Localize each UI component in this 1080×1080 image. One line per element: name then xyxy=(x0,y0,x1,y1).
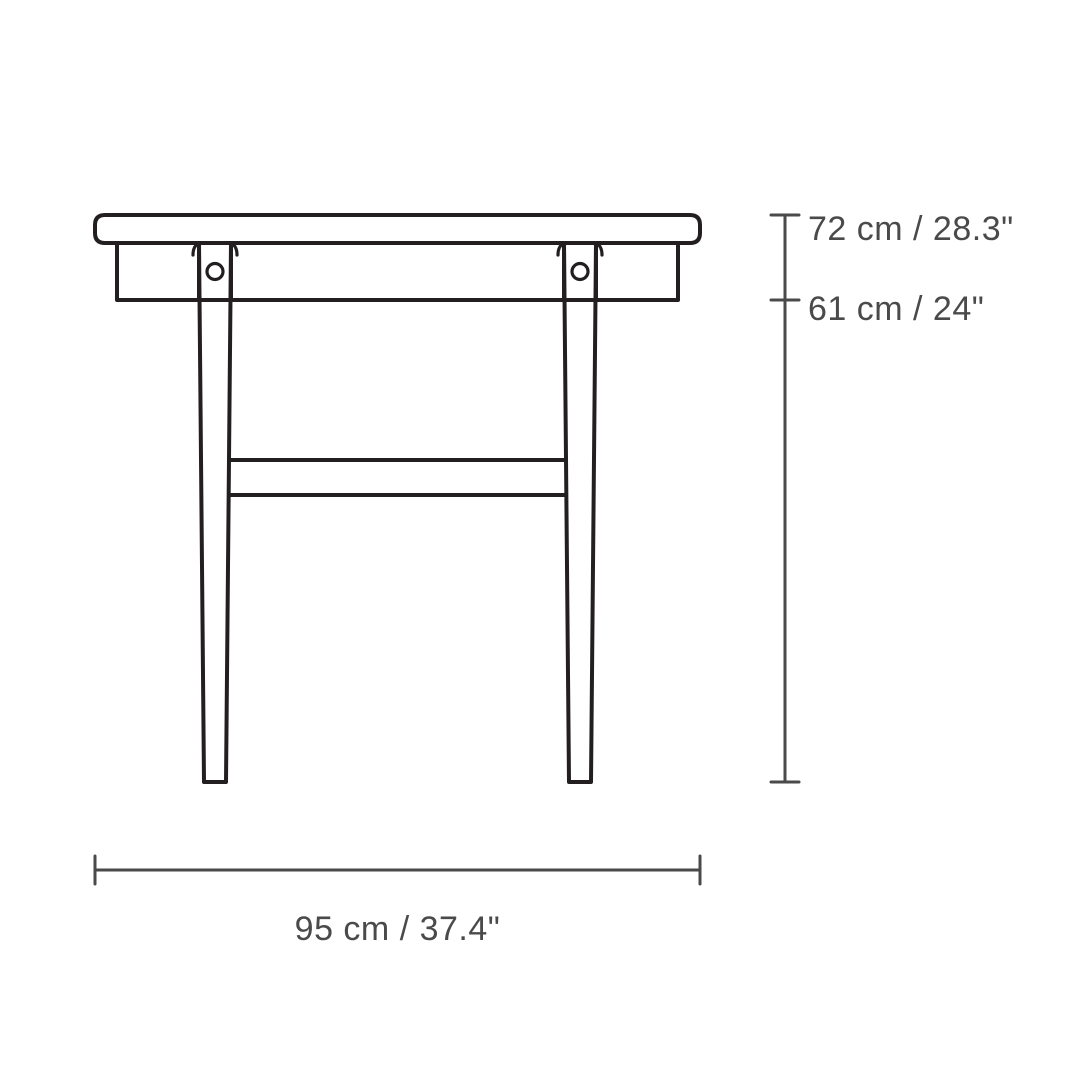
width-dimension-label: 95 cm / 37.4" xyxy=(295,910,501,948)
dimension-diagram: 95 cm / 37.4" 72 cm / 28.3" 61 cm / 24" xyxy=(0,0,1080,1080)
total-height-dimension-label: 72 cm / 28.3" xyxy=(808,210,1014,248)
table-outline xyxy=(95,215,700,782)
under-height-dimension-label: 61 cm / 24" xyxy=(808,290,984,328)
